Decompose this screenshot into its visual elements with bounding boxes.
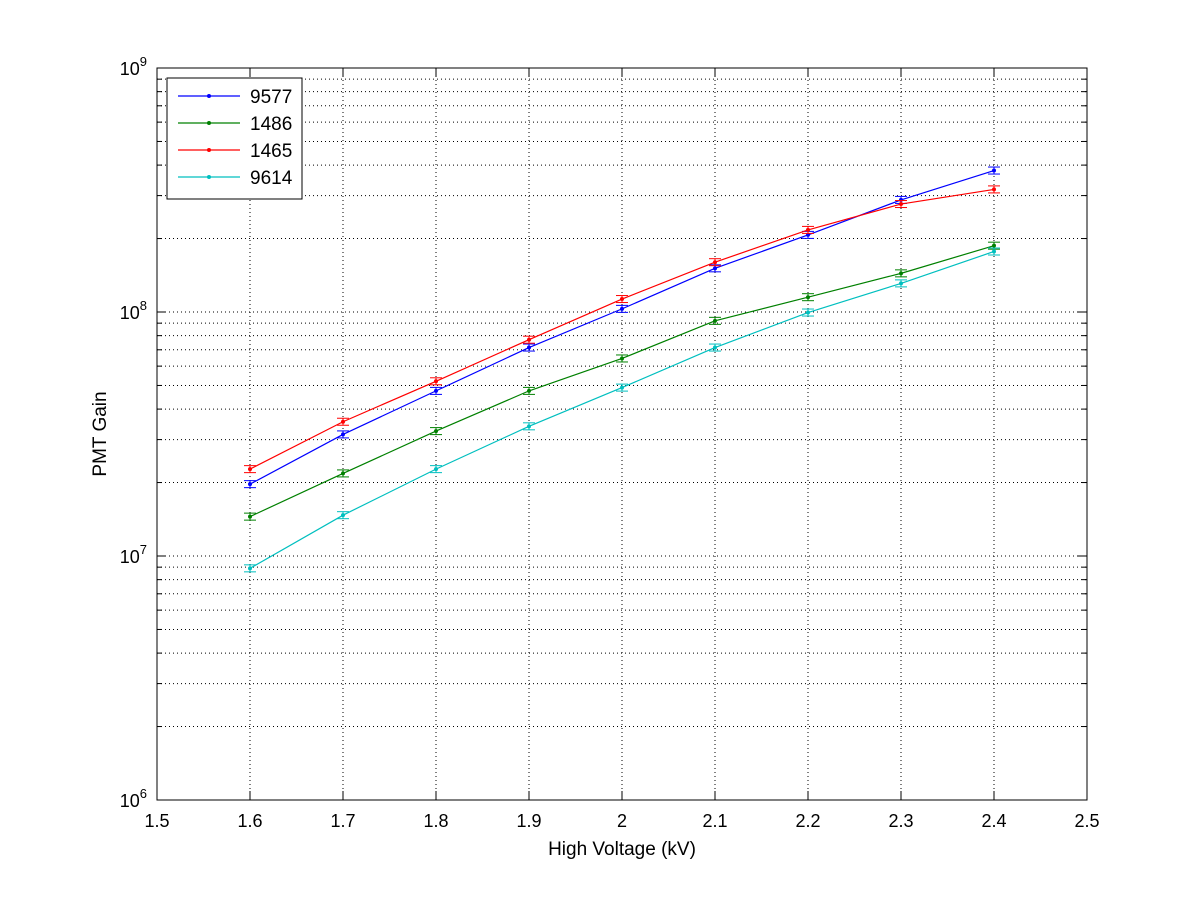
x-tick-label: 1.9 <box>516 811 541 831</box>
x-tick-label: 2.1 <box>702 811 727 831</box>
data-point <box>899 281 903 286</box>
data-point <box>992 249 996 254</box>
data-point <box>713 345 717 350</box>
data-point <box>992 168 996 173</box>
x-axis-label: High Voltage (kV) <box>548 839 696 860</box>
x-tick-label: 2.5 <box>1074 811 1099 831</box>
x-tick-label: 2.2 <box>795 811 820 831</box>
data-point <box>434 467 438 472</box>
legend-box <box>166 77 303 200</box>
data-point <box>434 388 438 393</box>
x-tick-label: 2.4 <box>981 811 1006 831</box>
legend-marker <box>207 148 211 152</box>
legend-marker <box>207 121 211 125</box>
series-1486 <box>244 241 1000 521</box>
x-tick-label: 1.5 <box>144 811 169 831</box>
data-point <box>806 295 810 300</box>
legend: 9577 1486 1465 9614 <box>166 77 303 200</box>
data-point <box>527 424 531 429</box>
x-tick-label: 1.8 <box>423 811 448 831</box>
series-layer <box>244 166 1000 573</box>
data-point <box>620 385 624 390</box>
data-point <box>806 310 810 315</box>
data-point <box>527 337 531 342</box>
y-axis-label: PMT Gain <box>90 391 111 476</box>
data-point <box>899 202 903 207</box>
data-point <box>341 513 345 518</box>
data-point <box>341 471 345 476</box>
x-tick-label: 2.3 <box>888 811 913 831</box>
series-1465 <box>244 185 1000 474</box>
data-point <box>248 482 252 487</box>
axis-ticks <box>156 68 1088 801</box>
data-point <box>248 514 252 519</box>
y-tick-label: 108 <box>120 298 147 323</box>
legend-label: 9577 <box>250 87 292 108</box>
data-point <box>620 356 624 361</box>
data-point <box>527 345 531 350</box>
legend-marker <box>207 94 211 98</box>
data-point <box>248 467 252 472</box>
data-point <box>620 297 624 302</box>
series-9614 <box>244 247 1000 573</box>
y-tick-label: 107 <box>120 542 147 567</box>
data-point <box>899 271 903 276</box>
x-tick-label: 1.7 <box>330 811 355 831</box>
data-point <box>527 388 531 393</box>
legend-label: 9614 <box>250 168 293 189</box>
axis-tick-labels: 1.5 1.6 1.7 1.8 1.9 2 2.1 2.2 2.3 2.4 2.5 106 107 108… <box>120 54 1100 831</box>
x-tick-label: 1.6 <box>237 811 262 831</box>
x-tick-label: 2 <box>617 811 627 831</box>
data-point <box>341 419 345 424</box>
y-tick-label: 106 <box>120 786 147 811</box>
data-point <box>248 566 252 571</box>
data-point <box>713 266 717 271</box>
data-point <box>713 260 717 265</box>
legend-label: 1486 <box>250 114 292 135</box>
series-9577 <box>244 166 1000 489</box>
data-point <box>992 243 996 248</box>
legend-marker <box>207 175 211 179</box>
data-point <box>713 318 717 323</box>
data-point <box>434 379 438 384</box>
data-point <box>341 432 345 437</box>
legend-label: 1465 <box>250 141 292 162</box>
data-point <box>434 429 438 434</box>
data-point <box>620 306 624 311</box>
data-point <box>806 227 810 232</box>
y-tick-label: 109 <box>120 54 147 79</box>
data-point <box>992 187 996 192</box>
